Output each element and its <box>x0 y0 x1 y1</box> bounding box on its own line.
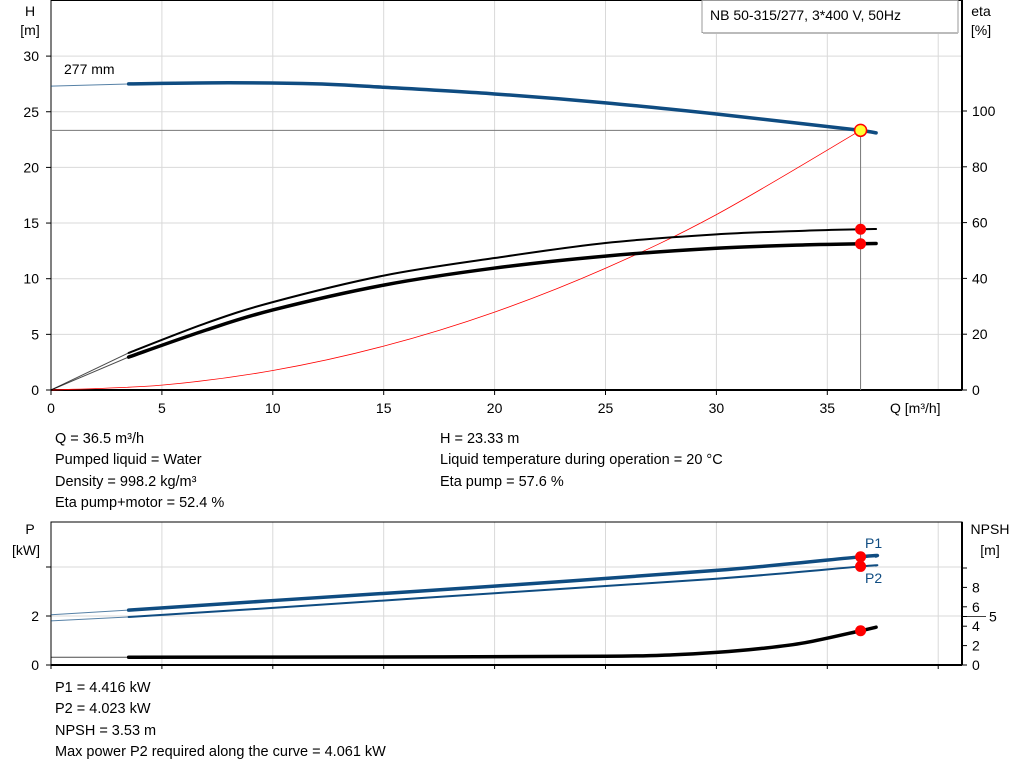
p1-label: P1 <box>865 535 882 551</box>
eta-pump-marker <box>855 223 867 235</box>
info-max-power: Max power P2 required along the curve = … <box>55 744 386 760</box>
x-axis-label: Q [m³/h] <box>890 400 941 416</box>
y-axis-label-right: NPSH <box>971 521 1010 537</box>
y-axis-label-left-unit: [kW] <box>12 542 40 558</box>
duty-point-marker <box>853 123 868 138</box>
x-tick-label: 20 <box>487 400 503 416</box>
y-axis-label-right: eta <box>971 3 991 19</box>
x-tick-label: 30 <box>709 400 725 416</box>
x-tick-label: 35 <box>820 400 836 416</box>
y-tick-label-left: 25 <box>23 104 39 120</box>
p1-curve-extension <box>50 609 129 616</box>
y-tick-label-right: 2 <box>972 638 980 654</box>
y-tick-label-right: 5 <box>989 609 997 625</box>
y-axis-label-left: H <box>25 3 35 19</box>
y-axis-label-left-unit: [m] <box>20 22 39 38</box>
y-tick-label-left: 30 <box>23 48 39 64</box>
y-tick-label-left: 5 <box>31 326 39 342</box>
y-axis-label-right-unit: [m] <box>980 542 999 558</box>
info-liquid: Pumped liquid = Water <box>55 452 202 468</box>
y-tick-label-right: 40 <box>972 270 988 286</box>
eta-pump-curve-extension <box>50 352 129 391</box>
info-eta-pump: Eta pump = 57.6 % <box>440 474 564 490</box>
y-tick-label-left: 15 <box>23 215 39 231</box>
info-eta-pump-motor: Eta pump+motor = 52.4 % <box>55 495 225 511</box>
y-axis-label-right-unit: [%] <box>971 22 991 38</box>
head-curve <box>126 81 878 135</box>
y-tick-label-right: 6 <box>972 599 980 615</box>
y-tick-label-left: 20 <box>23 159 39 175</box>
y-tick-label-right: 4 <box>972 618 980 634</box>
y-tick-label-right: 60 <box>972 215 988 231</box>
y-tick-label-left: 0 <box>31 382 39 398</box>
p1-curve <box>126 553 880 612</box>
y-tick-label-right: 0 <box>972 382 980 398</box>
p1-marker <box>855 551 867 563</box>
p2-label: P2 <box>865 570 882 586</box>
x-tick-label: 25 <box>598 400 614 416</box>
plot-frame <box>50 521 963 666</box>
system-curve <box>50 129 861 391</box>
y-tick-label-right: 20 <box>972 326 988 342</box>
info-p1: P1 = 4.416 kW <box>55 680 151 696</box>
impeller-diameter-label: 277 mm <box>64 61 115 77</box>
chart-title: NB 50-315/277, 3*400 V, 50Hz <box>710 7 901 23</box>
y-tick-label-right: 8 <box>972 579 980 595</box>
y-axis-label-left: P <box>25 521 34 537</box>
y-tick-label-right: 80 <box>972 159 988 175</box>
y-tick-label-left: 2 <box>31 608 39 624</box>
x-tick-label: 0 <box>47 400 55 416</box>
eta-pump-motor-curve <box>126 241 878 359</box>
info-h: H = 23.33 m <box>440 431 520 447</box>
y-tick-label-left: 10 <box>23 271 39 287</box>
p2-curve <box>127 564 879 618</box>
x-tick-label: 10 <box>265 400 281 416</box>
info-npsh: NPSH = 3.53 m <box>55 723 157 739</box>
y-tick-label-right: 100 <box>972 103 996 119</box>
npsh-curve <box>126 625 878 659</box>
y-tick-label-left: 0 <box>31 657 39 673</box>
x-tick-label: 5 <box>158 400 166 416</box>
x-tick-label: 15 <box>376 400 392 416</box>
eta-pump-motor-marker <box>855 238 867 250</box>
info-temperature: Liquid temperature during operation = 20… <box>440 452 723 468</box>
info-q: Q = 36.5 m³/h <box>55 431 145 447</box>
head-curve-extension <box>50 83 129 87</box>
eta-pump-motor-curve-extension <box>50 356 129 391</box>
eta-pump-curve <box>127 228 878 354</box>
p2-curve-extension <box>50 616 129 622</box>
legend-box <box>701 0 959 33</box>
p2-marker <box>855 560 867 572</box>
info-p2: P2 = 4.023 kW <box>55 701 151 717</box>
npsh-marker <box>855 625 867 637</box>
plot-frame <box>50 0 963 391</box>
y-tick-label-right: 0 <box>972 657 980 673</box>
info-density: Density = 998.2 kg/m³ <box>55 474 197 490</box>
